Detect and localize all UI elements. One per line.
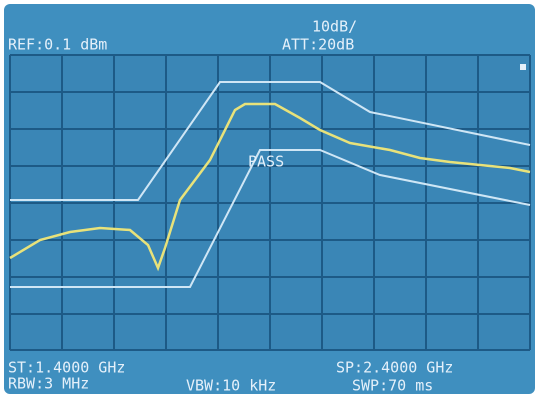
vbw: VBW:10 kHz (186, 377, 276, 395)
stop-frequency: SP:2.4000 GHz (336, 359, 453, 377)
scale: 10dB/ (312, 18, 357, 36)
ref-level: REF:0.1 dBm (8, 36, 107, 54)
marker (520, 64, 526, 70)
rbw: RBW:3 MHz (8, 375, 89, 393)
attenuation: ATT:20dB (282, 36, 354, 54)
sweep-time: SWP:70 ms (352, 377, 433, 395)
analyzer-screen: REF:0.1 dBm 10dB/ ATT:20dB PASS ST:1.400… (0, 0, 539, 398)
pass-status: PASS (248, 153, 284, 171)
